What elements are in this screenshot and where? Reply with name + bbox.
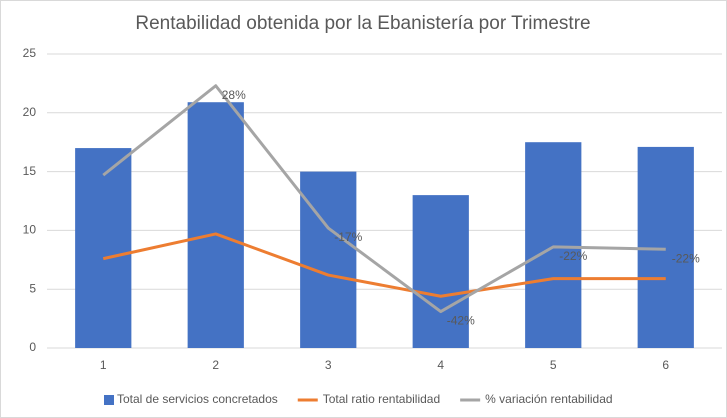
point-label: -22% xyxy=(559,249,587,263)
bar xyxy=(187,102,244,348)
bar xyxy=(75,148,132,348)
line xyxy=(102,84,666,314)
bar xyxy=(412,195,469,348)
y-tick-label: 15 xyxy=(23,164,37,178)
x-tick-label: 3 xyxy=(325,358,332,372)
bar xyxy=(525,142,582,348)
y-tick-label: 20 xyxy=(23,105,37,119)
y-tick-label: 0 xyxy=(29,340,36,354)
y-tick-label: 25 xyxy=(23,46,37,60)
y-tick-label: 10 xyxy=(23,223,37,237)
x-tick-label: 6 xyxy=(662,358,669,372)
legend-label: Total de servicios concretados xyxy=(117,392,278,406)
line xyxy=(102,232,666,298)
point-label: -17% xyxy=(334,230,362,244)
x-tick-label: 5 xyxy=(550,358,557,372)
chart-title: Rentabilidad obtenida por la Ebanistería… xyxy=(135,13,590,34)
legend-label: Total ratio rentabilidad xyxy=(323,392,440,406)
x-tick-label: 4 xyxy=(437,358,444,372)
bar xyxy=(300,171,357,348)
point-label: -22% xyxy=(672,251,700,265)
x-tick-label: 1 xyxy=(100,358,107,372)
y-tick-label: 5 xyxy=(29,281,36,295)
legend-label: % variación rentabilidad xyxy=(485,392,612,406)
legend-swatch xyxy=(104,395,114,405)
point-label: 28% xyxy=(222,88,246,102)
x-tick-label: 2 xyxy=(212,358,219,372)
point-label: -42% xyxy=(447,314,475,328)
